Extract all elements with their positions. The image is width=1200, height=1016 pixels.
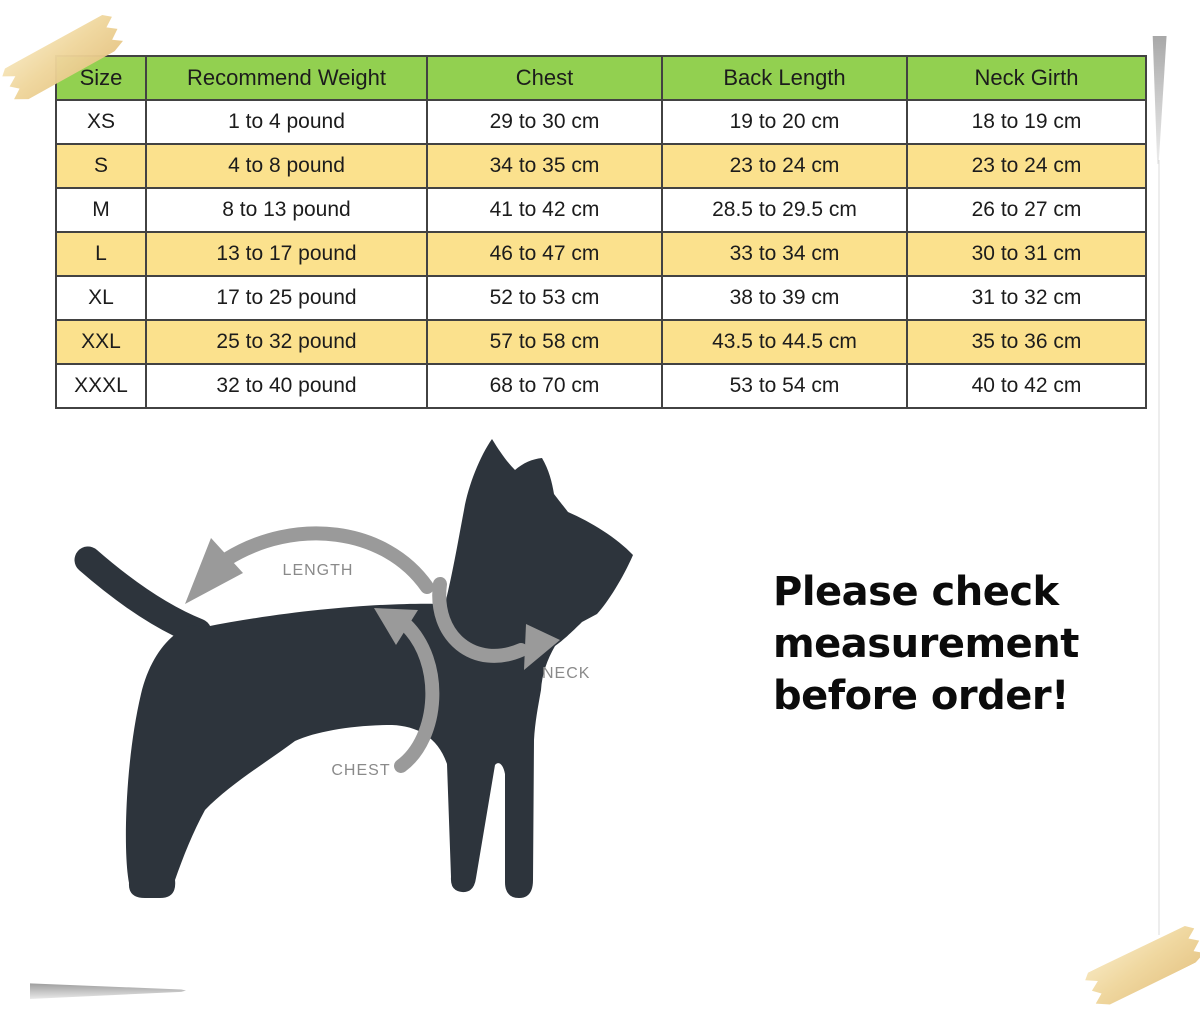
column-header-back-length: Back Length [661, 55, 908, 101]
table-row-s: S 4 to 8 pound 34 to 35 cm 23 to 24 cm 2… [55, 143, 1147, 189]
cell-chest: 34 to 35 cm [426, 143, 663, 189]
cell-back-length: 23 to 24 cm [661, 143, 908, 189]
cell-size: M [55, 187, 147, 233]
cell-size: L [55, 231, 147, 277]
column-header-chest: Chest [426, 55, 663, 101]
neck-arrow [432, 577, 528, 663]
cell-chest: 41 to 42 cm [426, 187, 663, 233]
length-label: LENGTH [283, 562, 354, 579]
cell-size: S [55, 143, 147, 189]
chest-arrowhead [374, 608, 418, 645]
cell-size: XL [55, 275, 147, 321]
header-row: Size Recommend Weight Chest Back Length … [55, 55, 1147, 101]
chest-label: CHEST [331, 762, 390, 779]
neck-label: NECK [542, 665, 590, 682]
table-row-xxxl: XXXL 32 to 40 pound 68 to 70 cm 53 to 54… [55, 363, 1147, 409]
cell-chest: 46 to 47 cm [426, 231, 663, 277]
cell-chest: 52 to 53 cm [426, 275, 663, 321]
cell-neck-girth: 40 to 42 cm [906, 363, 1147, 409]
table-row-xxl: XXL 25 to 32 pound 57 to 58 cm 43.5 to 4… [55, 319, 1147, 365]
cell-neck-girth: 18 to 19 cm [906, 99, 1147, 145]
cell-weight: 1 to 4 pound [145, 99, 428, 145]
column-header-recommend-weight: Recommend Weight [145, 55, 428, 101]
page-curl-top-right [1152, 36, 1167, 164]
cell-size: XXL [55, 319, 147, 365]
cell-neck-girth: 35 to 36 cm [906, 319, 1147, 365]
cell-back-length: 38 to 39 cm [661, 275, 908, 321]
chest-arrow [394, 617, 440, 773]
cell-back-length: 19 to 20 cm [661, 99, 908, 145]
cell-weight: 4 to 8 pound [145, 143, 428, 189]
cell-chest: 29 to 30 cm [426, 99, 663, 145]
note-line-1: Please check [773, 569, 1059, 615]
cell-weight: 13 to 17 pound [145, 231, 428, 277]
page-curl-right-line [1158, 160, 1160, 935]
cell-neck-girth: 23 to 24 cm [906, 143, 1147, 189]
length-arrow [220, 526, 434, 594]
dog-tail [74, 546, 212, 646]
cell-size: XS [55, 99, 147, 145]
tape-decoration-bottom-right [1082, 920, 1200, 1011]
cell-weight: 32 to 40 pound [145, 363, 428, 409]
cell-chest: 68 to 70 cm [426, 363, 663, 409]
neck-arrowhead [524, 624, 560, 670]
dog-silhouette-illustration [125, 439, 633, 898]
table-row-l: L 13 to 17 pound 46 to 47 cm 33 to 34 cm… [55, 231, 1147, 277]
cell-back-length: 43.5 to 44.5 cm [661, 319, 908, 365]
page-curl-bottom-left [30, 983, 186, 999]
cell-chest: 57 to 58 cm [426, 319, 663, 365]
cell-neck-girth: 31 to 32 cm [906, 275, 1147, 321]
table-row-xl: XL 17 to 25 pound 52 to 53 cm 38 to 39 c… [55, 275, 1147, 321]
measurement-note: Please check measurement before order! [773, 566, 1103, 722]
cell-back-length: 28.5 to 29.5 cm [661, 187, 908, 233]
note-line-3: before order! [773, 673, 1069, 719]
table-row-xs: XS 1 to 4 pound 29 to 30 cm 19 to 20 cm … [55, 99, 1147, 145]
cell-weight: 17 to 25 pound [145, 275, 428, 321]
cell-back-length: 53 to 54 cm [661, 363, 908, 409]
cell-neck-girth: 26 to 27 cm [906, 187, 1147, 233]
size-table: Size Recommend Weight Chest Back Length … [55, 55, 1147, 409]
cell-weight: 8 to 13 pound [145, 187, 428, 233]
column-header-neck-girth: Neck Girth [906, 55, 1147, 101]
cell-size: XXXL [55, 363, 147, 409]
cell-back-length: 33 to 34 cm [661, 231, 908, 277]
cell-neck-girth: 30 to 31 cm [906, 231, 1147, 277]
cell-weight: 25 to 32 pound [145, 319, 428, 365]
table-row-m: M 8 to 13 pound 41 to 42 cm 28.5 to 29.5… [55, 187, 1147, 233]
dog-measurement-diagram: LENGTH NECK CHEST [74, 439, 633, 898]
note-line-2: measurement [773, 621, 1079, 667]
length-arrowhead [185, 538, 243, 604]
